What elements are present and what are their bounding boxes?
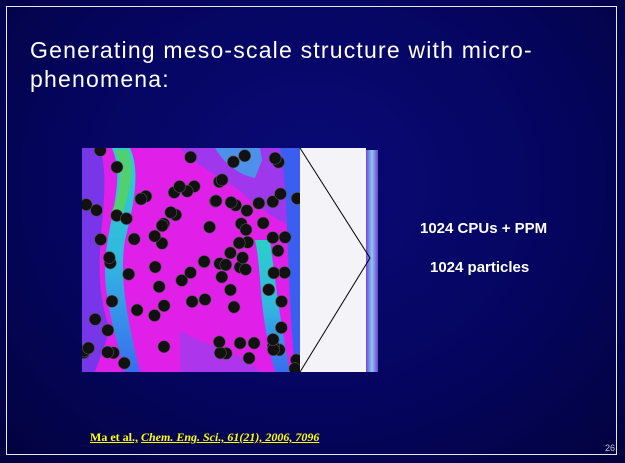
particle [243, 352, 255, 364]
particle [102, 324, 114, 336]
particle [158, 300, 170, 312]
particle [263, 284, 275, 296]
particle [241, 205, 253, 217]
particle [269, 152, 281, 164]
citation-source: Chem. Eng. Sci., 61(21), 2006, 7096 [141, 430, 319, 444]
particle [225, 284, 237, 296]
particle [185, 151, 197, 163]
particle [214, 347, 226, 359]
particle [165, 206, 177, 218]
particle [213, 336, 225, 348]
particle [199, 294, 211, 306]
particle [83, 342, 95, 354]
particle [267, 334, 279, 346]
particle [174, 181, 186, 193]
particle [89, 313, 101, 325]
particle [123, 268, 135, 280]
particle [121, 213, 133, 225]
particle [106, 295, 118, 307]
particle [216, 271, 228, 283]
citation-authors: Ma et al., [90, 430, 138, 444]
slide: Generating meso-scale structure with mic… [0, 0, 625, 463]
particle [220, 259, 232, 271]
particle [233, 237, 245, 249]
particle [272, 245, 284, 257]
particle [204, 221, 216, 233]
particle [268, 267, 280, 279]
particle [185, 267, 197, 279]
particle [186, 296, 198, 308]
particle [275, 188, 287, 200]
bullet: 1024 CPUs + PPM [420, 220, 547, 237]
particle [289, 363, 301, 375]
particle [228, 301, 240, 313]
page-number: 26 [605, 443, 615, 453]
particle [253, 197, 265, 209]
particle [216, 174, 228, 186]
particle [225, 196, 237, 208]
particle [80, 199, 92, 211]
particle [224, 247, 236, 259]
particle [257, 217, 269, 229]
particle [156, 220, 168, 232]
particle [234, 337, 246, 349]
particle [240, 263, 252, 275]
particle [94, 144, 106, 156]
particle [279, 231, 291, 243]
particle [135, 193, 147, 205]
particle [158, 341, 170, 353]
bullet: 1024 particles [430, 259, 529, 276]
particle [198, 256, 210, 268]
particle [111, 161, 123, 173]
particle [237, 252, 249, 264]
particle [227, 156, 239, 168]
particle [102, 346, 114, 358]
particle [210, 195, 222, 207]
citation[interactable]: Ma et al.,Chem. Eng. Sci., 61(21), 2006,… [90, 430, 319, 445]
particle [128, 233, 140, 245]
particle [248, 337, 260, 349]
particle [276, 296, 288, 308]
particle [103, 252, 115, 264]
particle [240, 224, 252, 236]
particle [131, 304, 143, 316]
particle [275, 322, 287, 334]
particle [267, 232, 279, 244]
particle [239, 150, 251, 162]
particle [149, 261, 161, 273]
particle [149, 230, 161, 242]
particle [149, 310, 161, 322]
particle [279, 267, 291, 279]
zoom-panel [300, 148, 366, 372]
particle [153, 281, 165, 293]
particle [118, 357, 130, 369]
particle [95, 234, 107, 246]
